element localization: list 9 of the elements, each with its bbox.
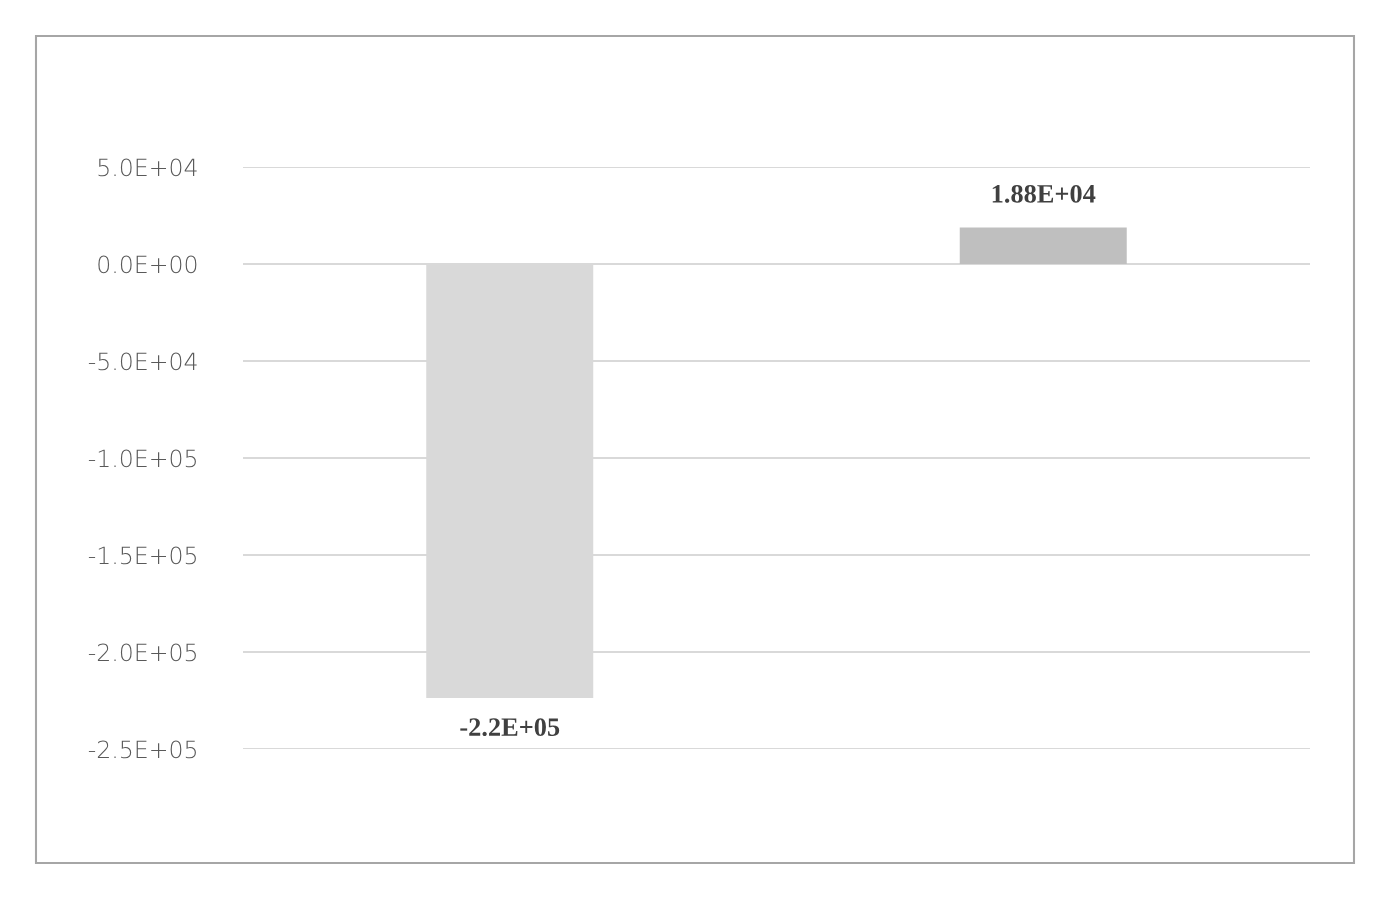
y-tick-label: -5.0E+04 (88, 352, 197, 371)
y-tick-label: -1.0E+05 (88, 449, 196, 468)
y-tick-label: -1.5E+05 (88, 546, 196, 565)
data-label: 1.88E+04 (992, 184, 1096, 203)
y-tick-label: -2.5E+05 (88, 740, 196, 759)
data-label: -2.2E+05 (460, 718, 560, 737)
y-tick-label: -2.0E+05 (88, 643, 196, 662)
y-tick-label: 5.0E+04 (98, 158, 197, 177)
y-tick-label: 0.0E+00 (98, 255, 197, 274)
